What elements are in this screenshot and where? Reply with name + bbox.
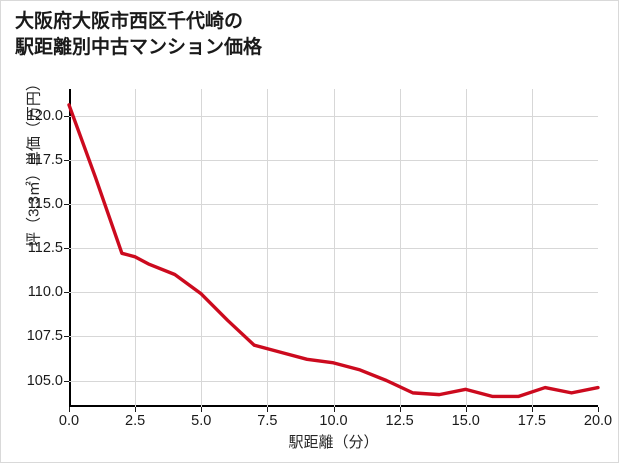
chart-title: 大阪府大阪市西区千代崎の 駅距離別中古マンション価格 xyxy=(15,11,263,58)
x-tick-mark xyxy=(598,407,599,412)
gridline-vertical xyxy=(135,89,137,407)
x-tick-label: 12.5 xyxy=(385,413,414,429)
y-tick-mark xyxy=(64,159,69,161)
gridline-vertical xyxy=(201,89,203,407)
y-tick-label: 120.0 xyxy=(26,107,63,124)
x-tick-label: 17.5 xyxy=(517,413,546,429)
x-tick-label: 7.5 xyxy=(257,413,278,429)
gridline-vertical xyxy=(531,89,533,407)
line-series-path xyxy=(67,103,600,399)
y-tick-label: 105.0 xyxy=(26,372,63,389)
y-tick-label: 110.0 xyxy=(27,284,63,301)
gridline-vertical xyxy=(399,89,401,407)
gridline-vertical xyxy=(267,89,269,407)
y-tick-label: 115.0 xyxy=(27,195,63,212)
x-tick-label: 0.0 xyxy=(58,413,80,429)
x-tick-mark xyxy=(69,407,70,412)
x-axis-label: 駅距離（分） xyxy=(288,434,379,451)
x-tick-mark xyxy=(201,407,203,412)
x-tick-mark xyxy=(465,407,467,412)
y-tick-label: 117.5 xyxy=(27,151,63,168)
y-tick-label: 107.5 xyxy=(26,328,63,345)
x-tick-label: 15.0 xyxy=(451,413,480,429)
x-tick-mark xyxy=(135,407,137,412)
gridline-vertical xyxy=(333,89,335,407)
x-tick-mark xyxy=(399,407,401,412)
gridline-vertical xyxy=(465,89,467,407)
y-tick-mark xyxy=(64,380,69,382)
y-tick-mark xyxy=(64,248,69,249)
x-tick-label: 10.0 xyxy=(319,413,348,429)
x-axis-tick-labels: 0.0 2.5 5.0 7.5 10.0 12.5 15.0 17.5 20.0 xyxy=(59,413,612,435)
y-axis-tick-labels: 105.0 107.5 110.0 112.5 115.0 117.5 120.0 xyxy=(1,89,63,407)
x-tick-label: 2.5 xyxy=(125,413,146,429)
plot-area xyxy=(64,89,600,412)
y-tick-mark xyxy=(64,292,69,294)
x-tick-label: 5.0 xyxy=(191,413,212,429)
x-tick-mark xyxy=(333,407,335,412)
y-tick-label: 112.5 xyxy=(27,240,63,256)
y-tick-mark xyxy=(64,336,69,338)
y-tick-mark xyxy=(64,115,69,117)
x-tick-mark xyxy=(531,407,533,412)
x-tick-label: 20.0 xyxy=(583,413,613,429)
x-tick-mark xyxy=(267,407,269,412)
y-tick-mark xyxy=(64,203,69,205)
line-series-svg xyxy=(67,103,600,399)
